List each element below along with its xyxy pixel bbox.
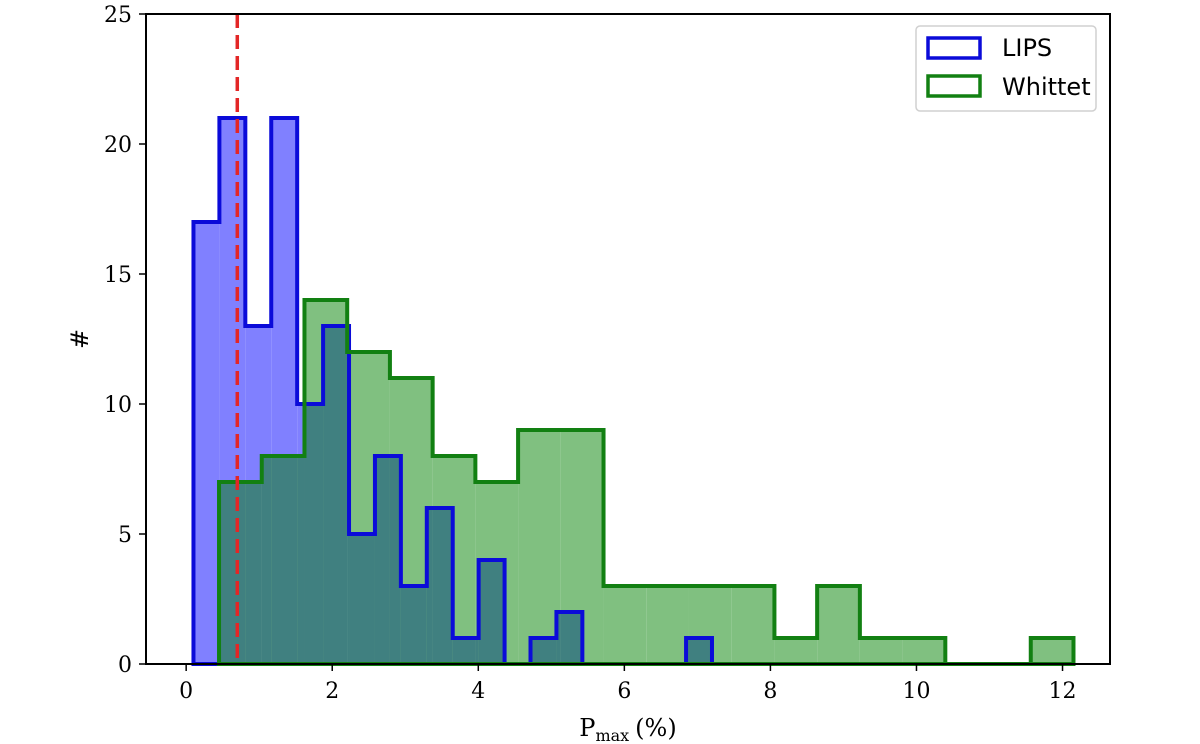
bar-whittet-15 <box>859 638 903 664</box>
x-tick-label-10: 10 <box>902 679 930 704</box>
legend-label-lips: LIPS <box>1002 34 1052 62</box>
bar-lips-0 <box>193 222 220 664</box>
legend: LIPS Whittet <box>915 25 1097 112</box>
overlap-region-18 <box>478 560 505 664</box>
x-tick-label-0: 0 <box>179 679 193 704</box>
legend-swatch-whittet <box>926 74 982 98</box>
y-tick-label-25: 25 <box>104 3 132 28</box>
y-axis-label: # <box>66 329 94 349</box>
bar-whittet-14 <box>817 586 860 664</box>
x-tick-label-8: 8 <box>763 679 777 704</box>
overlap-region-31 <box>688 638 712 664</box>
overlap-region-13 <box>400 586 427 664</box>
bar-whittet-7 <box>518 430 561 664</box>
legend-box <box>915 25 1097 112</box>
bar-whittet-10 <box>646 586 689 664</box>
overlap-region-3 <box>245 482 262 664</box>
bar-whittet-19 <box>1030 638 1074 664</box>
y-tick-label-10: 10 <box>104 393 132 418</box>
overlap-region-2 <box>219 482 246 664</box>
plot-frame <box>145 13 1111 665</box>
overlap-region-23 <box>560 612 583 664</box>
overlap-region-11 <box>374 456 390 664</box>
overlap-region-12 <box>389 456 401 664</box>
y-tick-label-20: 20 <box>104 133 132 158</box>
x-axis-label-subscript: max <box>595 726 629 744</box>
overlap-region-8 <box>323 326 348 664</box>
bar-whittet-16 <box>902 638 946 664</box>
x-axis-label-main: P <box>579 714 595 742</box>
x-axis-label: Pmax (%) <box>579 714 676 744</box>
overlap-region-7 <box>304 404 324 664</box>
bar-whittet-9 <box>603 586 647 664</box>
overlap-region-17 <box>475 638 479 664</box>
overlap-region-6 <box>297 456 305 664</box>
bar-whittet-13 <box>774 638 818 664</box>
bar-whittet-12 <box>731 586 775 664</box>
y-tick-label-15: 15 <box>104 263 132 288</box>
x-axis: 0 2 4 6 8 10 12 <box>179 664 1077 704</box>
x-tick-label-2: 2 <box>325 679 339 704</box>
x-tick-label-4: 4 <box>471 679 485 704</box>
y-axis: 0 5 10 15 20 25 <box>104 3 146 678</box>
overlap-region-21 <box>530 638 557 664</box>
overlap-region-14 <box>426 508 433 664</box>
overlap-region-5 <box>271 456 298 664</box>
legend-label-whittet: Whittet <box>1002 73 1091 101</box>
y-tick-label-5: 5 <box>118 523 132 548</box>
x-tick-label-12: 12 <box>1049 679 1077 704</box>
overlap-region-16 <box>452 638 476 664</box>
overlap-region-10 <box>349 534 375 664</box>
overlap-region-15 <box>432 508 453 664</box>
x-tick-label-6: 6 <box>617 679 631 704</box>
y-tick-label-0: 0 <box>118 653 132 678</box>
overlap-region-22 <box>556 612 561 664</box>
legend-swatch-lips <box>926 36 982 60</box>
x-axis-label-unit: (%) <box>635 714 677 742</box>
overlap-region-4 <box>261 456 272 664</box>
